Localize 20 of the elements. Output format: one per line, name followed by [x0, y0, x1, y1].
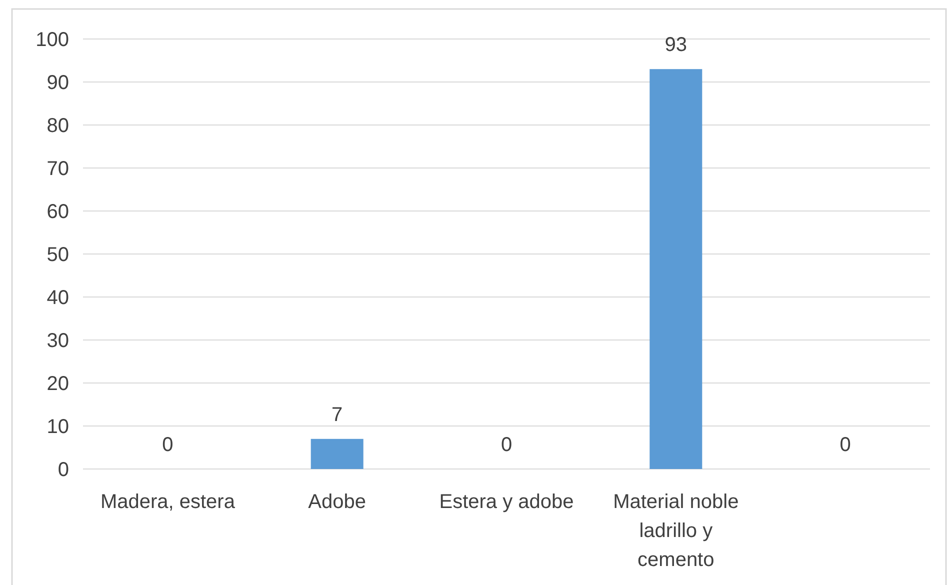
- y-tick-label: 20: [46, 373, 69, 395]
- x-tick-label: Material noble ladrillo y cemento: [613, 491, 739, 571]
- x-tick-label: Estera y adobe: [439, 491, 574, 513]
- data-label: 0: [162, 434, 174, 456]
- data-label: 7: [332, 404, 343, 426]
- y-tick-label: 100: [36, 29, 69, 51]
- x-tick-label: Madera, estera: [100, 491, 236, 513]
- data-label: 0: [840, 434, 851, 456]
- y-tick-label: 0: [58, 459, 69, 481]
- y-tick-label: 30: [46, 330, 69, 352]
- y-tick-label: 40: [46, 287, 69, 309]
- y-tick-label: 10: [46, 416, 69, 438]
- y-tick-label: 70: [46, 158, 69, 180]
- y-tick-label: 80: [46, 115, 69, 137]
- x-tick-label: Adobe: [308, 491, 366, 513]
- data-label: 93: [664, 34, 688, 56]
- y-tick-label: 60: [46, 201, 69, 223]
- data-label: 0: [500, 434, 512, 456]
- y-tick-label: 50: [46, 244, 69, 266]
- y-tick-label: 90: [46, 72, 69, 94]
